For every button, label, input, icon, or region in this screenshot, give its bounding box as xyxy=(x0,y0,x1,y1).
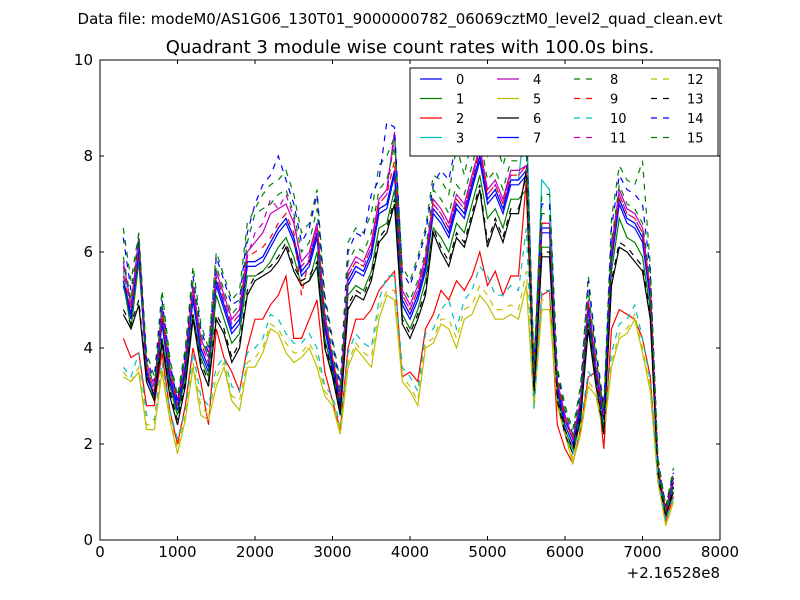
y-tick-label: 10 xyxy=(74,51,93,69)
series-line-13 xyxy=(122,175,675,517)
legend-label-7: 7 xyxy=(533,132,541,147)
series-line-15 xyxy=(122,136,675,512)
legend-label-14: 14 xyxy=(687,112,704,127)
y-tick-label: 6 xyxy=(83,243,93,261)
legend-label-0: 0 xyxy=(456,73,464,88)
legend-label-4: 4 xyxy=(533,73,541,88)
legend-label-12: 12 xyxy=(687,73,704,88)
chart-title: Quadrant 3 module wise count rates with … xyxy=(166,37,655,58)
x-tick-label: 8000 xyxy=(701,543,739,561)
legend-label-6: 6 xyxy=(533,112,541,127)
x-tick-label: 1000 xyxy=(158,543,196,561)
series-line-14 xyxy=(122,102,675,507)
x-tick-label: 3000 xyxy=(313,543,351,561)
y-tick-label: 8 xyxy=(83,147,93,165)
legend-label-13: 13 xyxy=(687,93,704,108)
y-tick-label: 2 xyxy=(83,435,93,453)
x-tick-label: 0 xyxy=(95,543,105,561)
series-line-8 xyxy=(122,107,675,507)
series-line-2 xyxy=(122,179,675,524)
x-tick-label: 6000 xyxy=(546,543,584,561)
x-offset-label: +2.16528e8 xyxy=(627,564,720,582)
x-tick-label: 4000 xyxy=(391,543,429,561)
legend-label-8: 8 xyxy=(610,73,618,88)
chart-suptitle: Data file: modeM0/AS1G06_130T01_90000007… xyxy=(78,10,723,29)
y-tick-label: 4 xyxy=(83,339,93,357)
legend-label-1: 1 xyxy=(456,93,464,108)
series-line-10 xyxy=(122,227,675,521)
x-tick-label: 2000 xyxy=(236,543,274,561)
series-line-5 xyxy=(122,285,675,526)
legend-label-11: 11 xyxy=(610,132,627,147)
series-group xyxy=(122,102,675,526)
legend-label-3: 3 xyxy=(456,132,464,147)
legend-label-2: 2 xyxy=(456,112,464,127)
legend-label-15: 15 xyxy=(687,132,704,147)
legend-label-9: 9 xyxy=(610,93,618,108)
series-line-11 xyxy=(122,136,675,512)
legend-label-10: 10 xyxy=(610,112,627,127)
y-tick-label: 0 xyxy=(83,531,93,549)
x-tick-label: 5000 xyxy=(468,543,506,561)
series-line-12 xyxy=(122,271,675,526)
legend-label-5: 5 xyxy=(533,93,541,108)
x-tick-label: 7000 xyxy=(623,543,661,561)
plot-frame xyxy=(99,59,721,541)
legend-box xyxy=(409,67,719,157)
